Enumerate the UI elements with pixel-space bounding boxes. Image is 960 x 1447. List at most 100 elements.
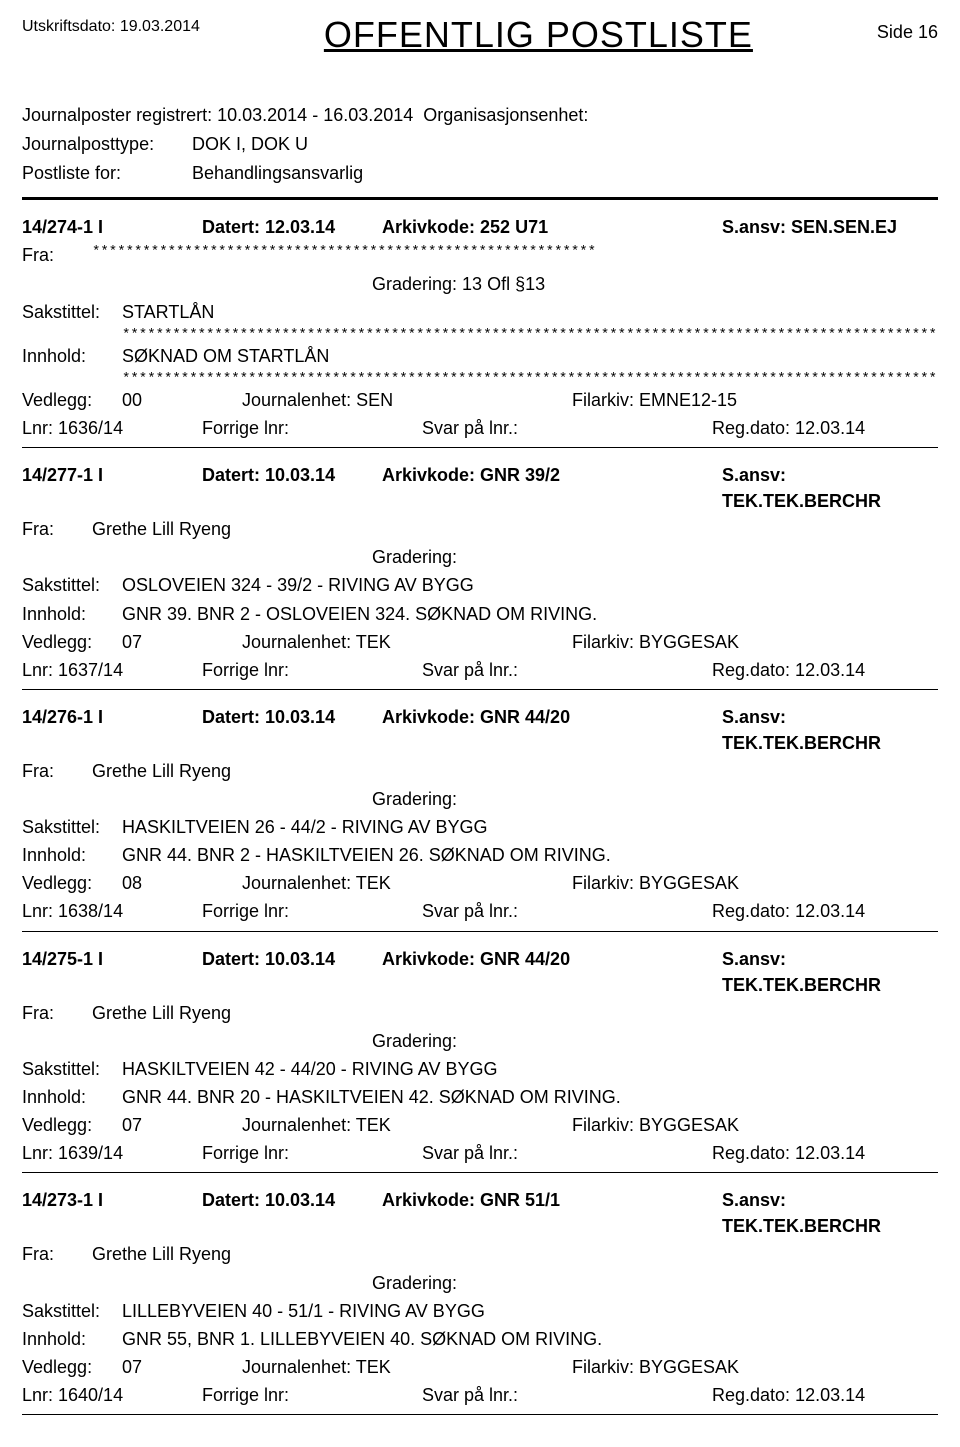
- innhold-label: Innhold:: [22, 842, 122, 868]
- entry-id: 14/273-1 I: [22, 1187, 202, 1239]
- entry-fra: ****************************************…: [92, 242, 596, 268]
- entry-innhold: GNR 44. BNR 20 - HASKILTVEIEN 42. SØKNAD…: [122, 1084, 621, 1110]
- journal-entry: 14/275-1 IDatert: 10.03.14Arkivkode: GNR…: [22, 946, 938, 1174]
- entry-filarkiv: Filarkiv: BYGGESAK: [572, 870, 938, 896]
- entry-lnr: Lnr: 1637/14: [22, 657, 202, 683]
- entry-journalenhet: Journalenhet: TEK: [242, 870, 572, 896]
- entry-divider: [22, 1172, 938, 1173]
- entry-fra: Grethe Lill Ryeng: [92, 1241, 231, 1267]
- entry-forrige: Forrige lnr:: [202, 1140, 422, 1166]
- entry-regdato: Reg.dato: 12.03.14: [712, 898, 938, 924]
- fra-label: Fra:: [22, 1000, 92, 1026]
- entry-journalenhet: Journalenhet: TEK: [242, 1112, 572, 1138]
- entry-svar: Svar på lnr.:: [422, 657, 712, 683]
- entry-journalenhet: Journalenhet: TEK: [242, 1354, 572, 1380]
- page-number: Side 16: [877, 22, 938, 43]
- meta-reg-label: Journalposter registrert:: [22, 101, 212, 130]
- entry-datert: Datert: 10.03.14: [202, 1187, 382, 1239]
- entry-sakst: HASKILTVEIEN 26 - 44/2 - RIVING AV BYGG: [122, 814, 487, 840]
- fra-label: Fra:: [22, 758, 92, 784]
- entry-id: 14/276-1 I: [22, 704, 202, 756]
- sakst-label: Sakstittel:: [22, 814, 122, 840]
- entry-id: 14/274-1 I: [22, 214, 202, 240]
- entry-svar: Svar på lnr.:: [422, 1382, 712, 1408]
- entry-divider: [22, 689, 938, 690]
- entries-container: 14/274-1 IDatert: 12.03.14Arkivkode: 252…: [22, 214, 938, 1415]
- entry-arkivkode: Arkivkode: GNR 44/20: [382, 946, 722, 998]
- innhold-label: Innhold:: [22, 601, 122, 627]
- meta-reg-range: 10.03.2014 - 16.03.2014: [217, 101, 413, 130]
- entry-regdato: Reg.dato: 12.03.14: [712, 657, 938, 683]
- page-label: Side: [877, 22, 913, 42]
- entry-gradering-row: Gradering: 13 Ofl §13: [22, 271, 938, 297]
- entry-arkivkode: Arkivkode: GNR 39/2: [382, 462, 722, 514]
- entry-datert: Datert: 12.03.14: [202, 214, 382, 240]
- entry-filarkiv: Filarkiv: BYGGESAK: [572, 1354, 938, 1380]
- entry-divider: [22, 931, 938, 932]
- entry-vedlegg: Vedlegg:00: [22, 387, 242, 413]
- entry-id: 14/277-1 I: [22, 462, 202, 514]
- entry-innhold: GNR 39. BNR 2 - OSLOVEIEN 324. SØKNAD OM…: [122, 601, 597, 627]
- entry-lnr: Lnr: 1639/14: [22, 1140, 202, 1166]
- entry-sakst: STARTLÅN: [122, 299, 214, 325]
- entry-gradering-row: Gradering:: [22, 786, 938, 812]
- entry-vedlegg: Vedlegg:07: [22, 629, 242, 655]
- entry-gradering-row: Gradering:: [22, 544, 938, 570]
- sakst-label: Sakstittel:: [22, 572, 122, 598]
- entry-gradering-row: Gradering:: [22, 1270, 938, 1296]
- entry-vedlegg: Vedlegg:08: [22, 870, 242, 896]
- entry-datert: Datert: 10.03.14: [202, 704, 382, 756]
- entry-sansv: S.ansv: SEN.SEN.EJ: [722, 214, 938, 240]
- entry-sakst: HASKILTVEIEN 42 - 44/20 - RIVING AV BYGG: [122, 1056, 497, 1082]
- entry-fra: Grethe Lill Ryeng: [92, 1000, 231, 1026]
- entry-id: 14/275-1 I: [22, 946, 202, 998]
- entry-fra: Grethe Lill Ryeng: [92, 758, 231, 784]
- entry-filarkiv: Filarkiv: BYGGESAK: [572, 1112, 938, 1138]
- entry-sansv: S.ansv: TEK.TEK.BERCHR: [722, 462, 938, 514]
- meta-org-label: Organisasjonsenhet:: [423, 101, 588, 130]
- entry-regdato: Reg.dato: 12.03.14: [712, 1382, 938, 1408]
- meta-post-value: Behandlingsansvarlig: [192, 159, 363, 188]
- fra-label: Fra:: [22, 516, 92, 542]
- entry-datert: Datert: 10.03.14: [202, 462, 382, 514]
- entry-innhold: GNR 44. BNR 2 - HASKILTVEIEN 26. SØKNAD …: [122, 842, 611, 868]
- page-num-value: 16: [918, 22, 938, 42]
- entry-forrige: Forrige lnr:: [202, 657, 422, 683]
- entry-arkivkode: Arkivkode: GNR 51/1: [382, 1187, 722, 1239]
- innhold-label: Innhold:: [22, 343, 122, 369]
- entry-sakst: OSLOVEIEN 324 - 39/2 - RIVING AV BYGG: [122, 572, 474, 598]
- sakst-label: Sakstittel:: [22, 1056, 122, 1082]
- journal-entry: 14/274-1 IDatert: 12.03.14Arkivkode: 252…: [22, 214, 938, 448]
- entry-svar: Svar på lnr.:: [422, 415, 712, 441]
- entry-innhold: GNR 55, BNR 1. LILLEBYVEIEN 40. SØKNAD O…: [122, 1326, 602, 1352]
- sakst-label: Sakstittel:: [22, 1298, 122, 1324]
- entry-sansv: S.ansv: TEK.TEK.BERCHR: [722, 946, 938, 998]
- entry-journalenhet: Journalenhet: SEN: [242, 387, 572, 413]
- innhold-label: Innhold:: [22, 1326, 122, 1352]
- stars-line: ****************************************…: [22, 327, 938, 343]
- entry-lnr: Lnr: 1638/14: [22, 898, 202, 924]
- page-title: OFFENTLIG POSTLISTE: [200, 14, 877, 56]
- entry-sansv: S.ansv: TEK.TEK.BERCHR: [722, 704, 938, 756]
- entry-arkivkode: Arkivkode: 252 U71: [382, 214, 722, 240]
- entry-divider: [22, 447, 938, 448]
- entry-gradering-row: Gradering:: [22, 1028, 938, 1054]
- entry-filarkiv: Filarkiv: EMNE12-15: [572, 387, 938, 413]
- entry-journalenhet: Journalenhet: TEK: [242, 629, 572, 655]
- entry-forrige: Forrige lnr:: [202, 415, 422, 441]
- entry-svar: Svar på lnr.:: [422, 1140, 712, 1166]
- print-date: Utskriftsdato: 19.03.2014: [22, 18, 200, 36]
- stars-line: ****************************************…: [22, 371, 938, 387]
- entry-regdato: Reg.dato: 12.03.14: [712, 415, 938, 441]
- print-date-label: Utskriftsdato:: [22, 18, 115, 35]
- page-header: Utskriftsdato: 19.03.2014 OFFENTLIG POST…: [22, 18, 938, 56]
- header-divider: [22, 197, 938, 200]
- entry-vedlegg: Vedlegg:07: [22, 1354, 242, 1380]
- entry-divider: [22, 1414, 938, 1415]
- entry-lnr: Lnr: 1640/14: [22, 1382, 202, 1408]
- entry-vedlegg: Vedlegg:07: [22, 1112, 242, 1138]
- entry-forrige: Forrige lnr:: [202, 1382, 422, 1408]
- meta-block: Journalposter registrert: 10.03.2014 - 1…: [22, 101, 938, 187]
- entry-lnr: Lnr: 1636/14: [22, 415, 202, 441]
- fra-label: Fra:: [22, 1241, 92, 1267]
